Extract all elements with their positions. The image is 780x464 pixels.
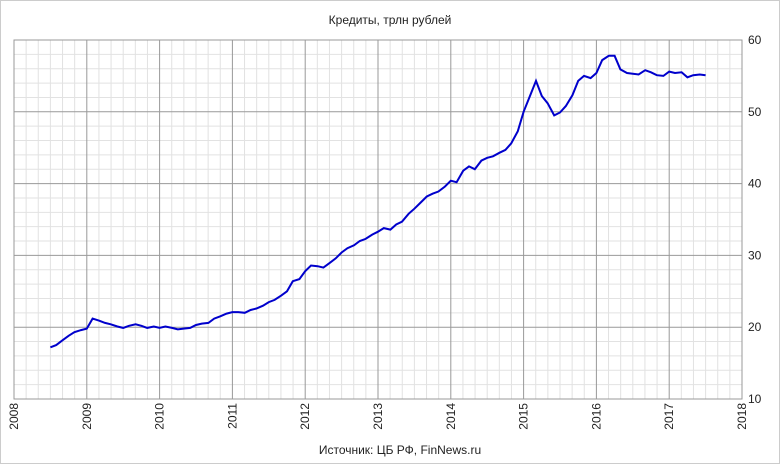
x-tick-label: 2012 bbox=[298, 403, 312, 430]
x-tick-label: 2014 bbox=[444, 403, 458, 430]
x-tick-label: 2015 bbox=[517, 403, 531, 430]
y-tick-label: 10 bbox=[748, 392, 762, 406]
x-tick-label: 2018 bbox=[735, 403, 749, 430]
chart-title: Кредиты, трлн рублей bbox=[329, 13, 452, 27]
y-tick-label: 20 bbox=[748, 320, 762, 334]
x-tick-label: 2009 bbox=[80, 403, 94, 430]
x-tick-label: 2016 bbox=[589, 403, 603, 430]
source: Источник: ЦБ РФ, FinNews.ru bbox=[319, 443, 481, 457]
x-tick-label: 2010 bbox=[153, 403, 167, 430]
y-tick-label: 30 bbox=[748, 248, 762, 262]
y-tick-label: 60 bbox=[748, 33, 762, 47]
x-tick-label: 2013 bbox=[371, 403, 385, 430]
data-line bbox=[50, 54, 706, 349]
plot-border bbox=[13, 39, 743, 400]
x-tick-label: 2017 bbox=[662, 403, 676, 430]
x-tick-label: 2011 bbox=[225, 403, 239, 429]
y-tick-label: 40 bbox=[748, 177, 762, 191]
x-tick-label: 2008 bbox=[7, 403, 21, 430]
y-tick-label: 50 bbox=[748, 105, 762, 119]
